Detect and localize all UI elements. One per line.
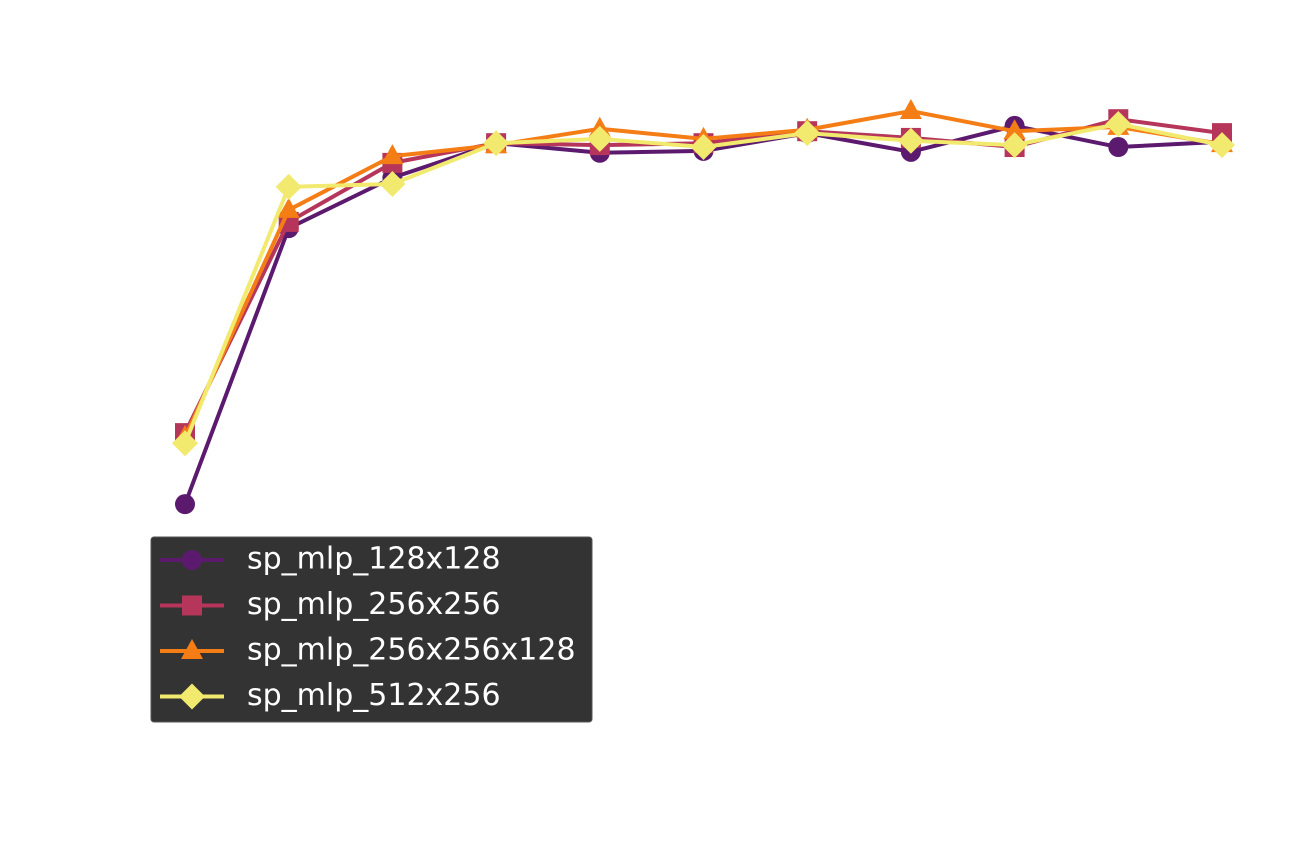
point-marker: [690, 134, 717, 161]
series-line: [183, 117, 1223, 435]
point-marker: [1003, 119, 1026, 140]
legend-label: sp_mlp_256x256: [247, 587, 501, 622]
point-marker: [899, 99, 922, 120]
legend-marker: [181, 639, 203, 659]
point-marker: [483, 130, 510, 157]
point-marker: [172, 430, 198, 457]
point-marker: [1108, 137, 1129, 158]
legend-label: sp_mlp_256x256x128: [247, 633, 576, 668]
point-marker: [586, 125, 613, 152]
legend: sp_mlp_128x128 sp_mlp_256x256 sp_mlp_256x2…: [150, 536, 593, 723]
point-marker: [1105, 111, 1132, 137]
point-marker: [379, 171, 406, 197]
point-marker: [175, 494, 195, 515]
legend-marker: [182, 595, 202, 616]
legend-marker: [179, 683, 205, 710]
point-marker: [897, 127, 924, 154]
legend-box: [150, 536, 593, 723]
point-marker: [275, 173, 302, 200]
legend-label: sp_mlp_128x128: [247, 542, 501, 577]
point-marker: [277, 197, 300, 218]
point-marker: [794, 120, 821, 147]
point-marker: [381, 144, 404, 165]
point-marker: [1001, 132, 1028, 159]
legend-label: sp_mlp_512x256: [247, 678, 501, 713]
point-marker: [1209, 132, 1235, 159]
series-line: [183, 122, 1223, 444]
legend-marker: [182, 550, 202, 570]
